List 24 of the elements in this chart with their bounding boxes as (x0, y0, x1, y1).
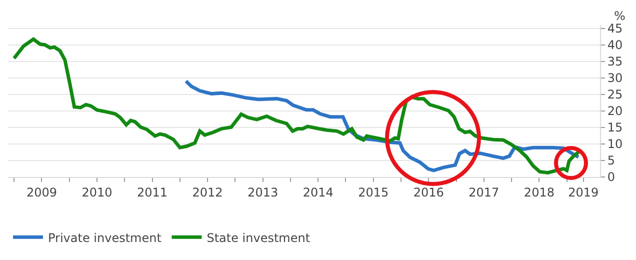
y-tick-label: 5 (607, 154, 616, 168)
x-tick-label: 2017 (468, 185, 500, 200)
y-tick-label: 30 (607, 71, 623, 86)
y-tick-label: 35 (607, 54, 623, 69)
x-tick-label: 2013 (248, 185, 278, 200)
y-tick-label: 40 (607, 38, 623, 52)
x-tick-label: 2010 (82, 185, 112, 200)
y-tick-label: 10 (607, 137, 623, 152)
y-tick-label: 45 (607, 22, 623, 36)
y-tick-label: 20 (607, 104, 623, 118)
x-tick-label: 2012 (192, 185, 223, 200)
y-tick-label: 25 (607, 88, 623, 102)
y-tick-label: 0 (607, 170, 616, 184)
y-axis-title: % (614, 9, 626, 23)
x-tick-label: 2016 (413, 185, 444, 200)
x-tick-label: 2014 (302, 185, 334, 200)
legend-label: Private investment (48, 230, 162, 245)
legend-label: State investment (206, 230, 310, 245)
x-tick-label: 2018 (524, 185, 554, 200)
x-tick-label: 2015 (358, 185, 389, 200)
x-tick-label: 2009 (26, 185, 57, 200)
x-tick-label: 2011 (136, 185, 168, 200)
y-tick-label: 15 (607, 120, 623, 135)
x-tick-label: 2019 (568, 185, 599, 200)
